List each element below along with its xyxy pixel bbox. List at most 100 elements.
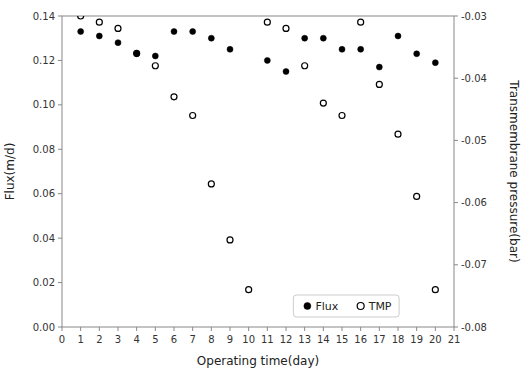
y2-axis: -0.08-0.07-0.06-0.05-0.04-0.03 [454, 11, 487, 333]
x-tick-label: 6 [171, 334, 177, 345]
x-tick-label: 19 [410, 334, 423, 345]
y-tick [58, 104, 62, 105]
x-tick [360, 327, 361, 331]
y2-tick [454, 202, 458, 203]
point [152, 63, 158, 69]
y-tick-label: 0.02 [33, 277, 55, 288]
x-tick-label: 9 [227, 334, 233, 345]
x-tick-label: 11 [261, 334, 274, 345]
y-tick-label: 0.14 [33, 11, 55, 22]
x-axis: 0123456789101112131415161718192021 [59, 327, 461, 345]
x-tick-label: 18 [392, 334, 405, 345]
y-tick [58, 193, 62, 194]
x-tick [454, 327, 455, 331]
x-tick [118, 327, 119, 331]
y-tick [58, 238, 62, 239]
point [171, 94, 177, 100]
point [302, 35, 308, 41]
y2-tick-label: -0.03 [461, 11, 487, 22]
background [0, 0, 522, 373]
x-tick-label: 20 [429, 334, 442, 345]
y-tick-label: 0.12 [33, 55, 55, 66]
point [414, 193, 420, 199]
x-tick-label: 12 [280, 334, 293, 345]
point [96, 33, 102, 39]
y2-axis-label: Transmembrane pressure(bar) [507, 79, 521, 262]
series-1 [78, 16, 439, 293]
point [264, 19, 270, 25]
x-tick [174, 327, 175, 331]
point [152, 53, 158, 59]
point [302, 63, 308, 69]
x-tick-label: 16 [354, 334, 367, 345]
point [227, 237, 233, 243]
point [134, 51, 140, 57]
point [432, 60, 438, 66]
y-tick-label: 0.08 [33, 144, 55, 155]
x-tick-label: 4 [133, 334, 139, 345]
point [339, 113, 345, 119]
legend-marker [357, 303, 364, 310]
x-tick [416, 327, 417, 331]
x-tick-label: 14 [317, 334, 330, 345]
point [115, 40, 121, 46]
x-tick-label: 7 [189, 334, 195, 345]
x-tick-label: 1 [77, 334, 83, 345]
point [358, 19, 364, 25]
x-tick [286, 327, 287, 331]
plot-frame [62, 16, 454, 327]
y-tick-label: 0.04 [33, 233, 55, 244]
point [264, 57, 270, 63]
x-tick-label: 0 [59, 334, 65, 345]
point [208, 35, 214, 41]
legend-label: Flux [315, 300, 338, 313]
legend: Flux TMP [293, 295, 399, 317]
y-tick [58, 60, 62, 61]
point [432, 287, 438, 293]
x-tick [62, 327, 63, 331]
x-tick-label: 13 [298, 334, 311, 345]
x-tick [342, 327, 343, 331]
y-tick [58, 149, 62, 150]
x-tick [398, 327, 399, 331]
x-tick [136, 327, 137, 331]
y2-tick [454, 140, 458, 141]
x-tick [379, 327, 380, 331]
point [227, 46, 233, 52]
series-0 [78, 29, 439, 75]
chart: 0123456789101112131415161718192021Operat… [0, 0, 522, 373]
data-points [78, 16, 439, 293]
point [376, 64, 382, 70]
x-tick-label: 3 [115, 334, 121, 345]
point [395, 131, 401, 137]
x-tick [155, 327, 156, 331]
x-tick [248, 327, 249, 331]
legend-marker [304, 303, 311, 310]
point [171, 29, 177, 35]
point [283, 25, 289, 31]
y-tick [58, 282, 62, 283]
y2-tick-label: -0.06 [461, 197, 487, 208]
point [115, 25, 121, 31]
point [358, 46, 364, 52]
x-tick [230, 327, 231, 331]
y2-tick [454, 78, 458, 79]
y-tick [58, 16, 62, 17]
y2-tick-label: -0.08 [461, 322, 487, 333]
point [78, 16, 84, 19]
x-tick-label: 15 [336, 334, 349, 345]
y2-tick-label: -0.07 [461, 259, 487, 270]
x-tick-label: 5 [152, 334, 158, 345]
x-axis-label: Operating time(day) [197, 354, 319, 368]
x-tick [192, 327, 193, 331]
point [320, 35, 326, 41]
point [96, 19, 102, 25]
point [339, 46, 345, 52]
point [283, 69, 289, 75]
y2-tick [454, 16, 458, 17]
y-axis-label: Flux(m/d) [3, 143, 17, 201]
point [246, 287, 252, 293]
legend-label: TMP [368, 300, 392, 313]
y-tick-label: 0.10 [33, 99, 55, 110]
x-tick [211, 327, 212, 331]
